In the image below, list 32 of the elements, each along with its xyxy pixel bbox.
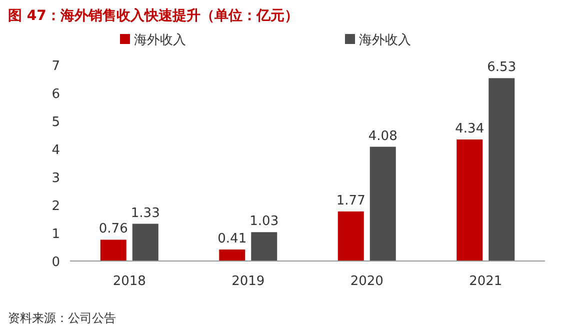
bar [132,224,158,261]
bar [338,211,364,261]
y-tick-label: 2 [52,199,60,214]
data-label: 4.08 [368,128,398,144]
y-tick-label: 5 [52,115,60,130]
y-tick-label: 3 [52,171,60,186]
bar [100,240,126,261]
data-label: 4.34 [455,121,484,136]
data-label: 1.03 [250,214,279,230]
y-tick-label: 1 [52,227,60,242]
data-label: 1.33 [130,206,160,221]
y-tick-label: 6 [52,87,60,102]
bar [251,232,278,261]
data-label: 1.77 [336,193,366,208]
x-tick-label: 2019 [232,274,265,289]
legend-label: 海外收入 [359,33,411,48]
data-label: 0.76 [98,222,128,237]
x-tick-label: 2018 [112,274,146,289]
text: 资料来源：公司公告 [8,311,116,325]
y-tick-label: 0 [52,255,60,270]
y-tick-label: 7 [52,59,60,74]
bar [370,146,396,261]
bar [219,250,246,261]
legend-label: 海外收入 [134,33,186,48]
chart-title: 图 47：海外销售收入快速提升（单位：亿元） [8,7,298,24]
x-tick-label: 2020 [350,274,384,289]
data-label: 6.53 [487,60,516,76]
x-tick-label: 2021 [469,274,502,289]
data-label: 0.41 [218,232,247,247]
bar [488,78,515,261]
bar [456,139,483,261]
y-tick-label: 4 [52,143,60,158]
